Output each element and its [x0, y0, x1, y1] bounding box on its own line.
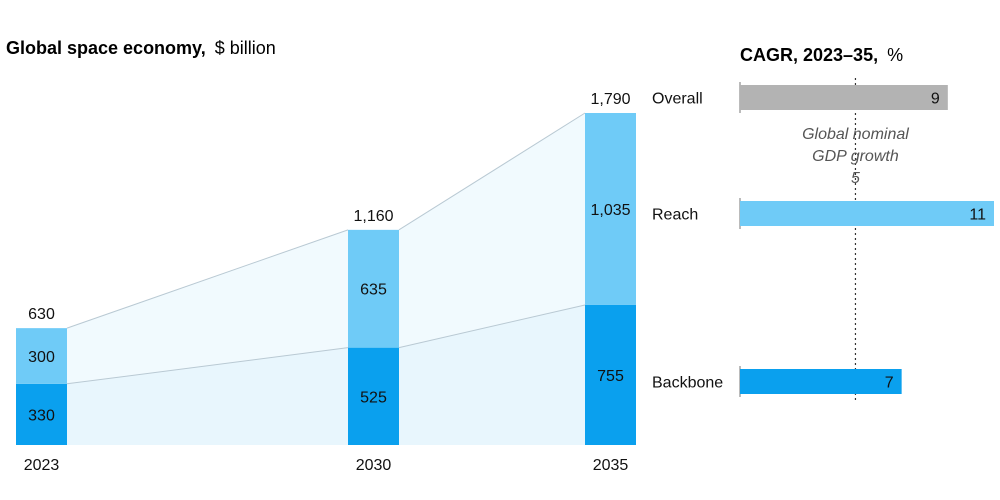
backbone-connector-area	[399, 304, 585, 445]
cagr-bar-backbone	[740, 369, 902, 394]
backbone-bar-2035	[585, 304, 636, 445]
backbone-bar-2023	[16, 383, 67, 445]
reach-bar-2023	[16, 328, 67, 384]
backbone-connector-line	[66, 347, 349, 385]
cagr-bar-overall	[740, 85, 948, 110]
x-tick-label: 2035	[593, 457, 629, 474]
cagr-value-label: 7	[885, 375, 894, 392]
gdp-growth-annotation: GDP growth	[812, 148, 899, 165]
total-value-label: 1,790	[590, 91, 630, 108]
gdp-growth-value: 5	[851, 170, 860, 187]
cagr-value-label: 9	[931, 91, 940, 108]
reach-value-label: 300	[28, 349, 55, 366]
reach-bar-2030	[348, 229, 399, 348]
stacked-bars: 330 300 630 2023 525 635 1,160 2030 755 1,035 1,79…	[16, 91, 636, 474]
stacked-chart-title: Global space economy, $ billion	[6, 38, 276, 58]
stacked-area-fills	[66, 112, 586, 445]
backbone-connector-area	[67, 347, 348, 445]
reach-value-label: 1,035	[590, 202, 630, 219]
cagr-chart-title: CAGR, 2023–35, %	[740, 45, 903, 65]
cagr-bar-reach	[740, 201, 994, 226]
reach-connector-area	[67, 229, 348, 384]
cagr-bars: 9 Overall 11 Reach 7 Backbone Global nominal GD…	[652, 78, 994, 400]
reach-bar-2035	[585, 113, 636, 305]
total-connector-line	[66, 229, 349, 329]
cagr-category-label: Reach	[652, 207, 698, 224]
backbone-value-label: 755	[597, 368, 624, 385]
cagr-category-label: Backbone	[652, 375, 723, 392]
x-tick-label: 2023	[24, 457, 60, 474]
backbone-value-label: 525	[360, 389, 387, 406]
total-connector-line	[398, 112, 586, 231]
gdp-growth-annotation: Global nominal	[802, 126, 909, 143]
reach-value-label: 635	[360, 282, 387, 299]
x-tick-label: 2030	[356, 457, 392, 474]
cagr-value-label: 11	[969, 207, 986, 224]
total-value-label: 630	[28, 306, 55, 323]
backbone-value-label: 330	[28, 407, 55, 424]
cagr-category-label: Overall	[652, 91, 703, 108]
total-value-label: 1,160	[353, 208, 393, 225]
backbone-bar-2030	[348, 347, 399, 445]
backbone-connector-line	[398, 304, 586, 349]
reach-connector-area	[399, 113, 585, 348]
